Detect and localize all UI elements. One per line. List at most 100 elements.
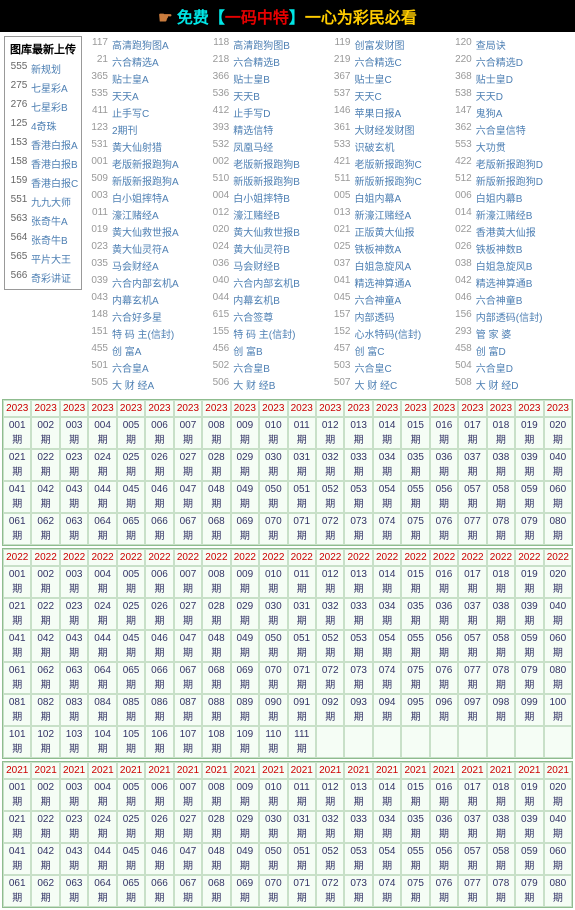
period-cell[interactable]: 101期 — [3, 726, 31, 758]
sidebar-link[interactable]: 奇彩讲证 — [31, 270, 71, 285]
period-cell[interactable]: 079期 — [515, 513, 543, 545]
link-cell[interactable]: 535天天A — [88, 87, 209, 104]
period-cell[interactable]: 034期 — [373, 598, 401, 630]
period-cell[interactable]: 010期 — [259, 417, 287, 449]
period-cell[interactable]: 073期 — [344, 875, 372, 907]
link-cell[interactable]: 117高清跑狗图A — [88, 36, 209, 53]
period-cell[interactable]: 063期 — [60, 513, 88, 545]
period-cell[interactable]: 007期 — [174, 779, 202, 811]
period-cell[interactable]: 078期 — [487, 875, 515, 907]
period-cell[interactable]: 061期 — [3, 875, 31, 907]
period-cell[interactable]: 021期 — [3, 598, 31, 630]
link-cell[interactable]: 013新濠江赌经A — [331, 206, 452, 223]
period-cell[interactable]: 031期 — [288, 449, 316, 481]
period-cell[interactable]: 043期 — [60, 843, 88, 875]
period-cell[interactable]: 004期 — [88, 779, 116, 811]
sidebar-link[interactable]: 张奇牛A — [31, 213, 68, 228]
link-cell[interactable]: 019黄大仙救世报A — [88, 223, 209, 240]
period-cell[interactable]: 035期 — [401, 811, 429, 843]
link-cell[interactable]: 011濠江赌经A — [88, 206, 209, 223]
period-cell[interactable]: 005期 — [117, 779, 145, 811]
period-cell[interactable]: 039期 — [515, 598, 543, 630]
period-cell[interactable]: 064期 — [88, 513, 116, 545]
period-cell[interactable]: 080期 — [544, 513, 572, 545]
period-cell[interactable]: 010期 — [259, 779, 287, 811]
period-cell[interactable]: 094期 — [373, 694, 401, 726]
period-cell[interactable]: 061期 — [3, 662, 31, 694]
link-cell[interactable]: 035马会财经A — [88, 257, 209, 274]
period-cell[interactable]: 077期 — [458, 662, 486, 694]
period-cell[interactable]: 084期 — [88, 694, 116, 726]
period-cell[interactable]: 082期 — [31, 694, 59, 726]
period-cell[interactable]: 025期 — [117, 598, 145, 630]
period-cell[interactable]: 003期 — [60, 779, 88, 811]
period-cell[interactable]: 039期 — [515, 811, 543, 843]
link-cell[interactable]: 147鬼狗A — [452, 104, 573, 121]
period-cell[interactable]: 026期 — [145, 449, 173, 481]
period-cell[interactable]: 014期 — [373, 566, 401, 598]
link-cell[interactable]: 512新版新报跑狗D — [452, 172, 573, 189]
link-cell[interactable]: 118高清跑狗图B — [209, 36, 330, 53]
period-cell[interactable]: 072期 — [316, 662, 344, 694]
link-cell[interactable]: 146苹果日报A — [331, 104, 452, 121]
period-cell[interactable]: 037期 — [458, 811, 486, 843]
period-cell[interactable]: 065期 — [117, 875, 145, 907]
period-cell[interactable]: 017期 — [458, 566, 486, 598]
period-cell[interactable]: 045期 — [117, 630, 145, 662]
link-cell[interactable]: 022香港黄大仙报 — [452, 223, 573, 240]
link-cell[interactable]: 042精选神算通B — [452, 274, 573, 291]
period-cell[interactable]: 009期 — [231, 566, 259, 598]
period-cell[interactable]: 068期 — [202, 513, 230, 545]
period-cell[interactable]: 067期 — [174, 875, 202, 907]
period-cell[interactable]: 072期 — [316, 513, 344, 545]
period-cell[interactable]: 019期 — [515, 417, 543, 449]
link-cell[interactable]: 025铁板神数A — [331, 240, 452, 257]
period-cell[interactable]: 064期 — [88, 662, 116, 694]
period-cell[interactable]: 074期 — [373, 662, 401, 694]
link-cell[interactable]: 509新版新报跑狗A — [88, 172, 209, 189]
period-cell[interactable]: 034期 — [373, 811, 401, 843]
period-cell[interactable]: 007期 — [174, 566, 202, 598]
period-cell[interactable]: 069期 — [231, 662, 259, 694]
sidebar-link[interactable]: 七星彩B — [31, 99, 68, 114]
period-cell[interactable]: 074期 — [373, 875, 401, 907]
period-cell[interactable]: 056期 — [430, 481, 458, 513]
period-cell[interactable]: 110期 — [259, 726, 287, 758]
period-cell[interactable]: 080期 — [544, 875, 572, 907]
link-cell[interactable]: 615六合签尊 — [209, 308, 330, 325]
period-cell[interactable]: 032期 — [316, 449, 344, 481]
period-cell[interactable]: 055期 — [401, 481, 429, 513]
period-cell[interactable]: 105期 — [117, 726, 145, 758]
period-cell[interactable]: 050期 — [259, 481, 287, 513]
period-cell[interactable]: 010期 — [259, 566, 287, 598]
period-cell[interactable]: 104期 — [88, 726, 116, 758]
period-cell[interactable]: 046期 — [145, 481, 173, 513]
link-cell[interactable]: 157内部透码 — [331, 308, 452, 325]
period-cell[interactable]: 040期 — [544, 449, 572, 481]
link-cell[interactable]: 040六合内部玄机B — [209, 274, 330, 291]
period-cell[interactable]: 003期 — [60, 566, 88, 598]
period-cell[interactable]: 071期 — [288, 875, 316, 907]
period-cell[interactable]: 074期 — [373, 513, 401, 545]
period-cell[interactable]: 013期 — [344, 417, 372, 449]
period-cell[interactable]: 109期 — [231, 726, 259, 758]
link-cell[interactable]: 148六合好多星 — [88, 308, 209, 325]
period-cell[interactable]: 060期 — [544, 481, 572, 513]
period-cell[interactable]: 027期 — [174, 598, 202, 630]
sidebar-link[interactable]: 新规划 — [31, 61, 61, 76]
link-cell[interactable]: 293管 家 婆 — [452, 325, 573, 342]
period-cell[interactable]: 027期 — [174, 811, 202, 843]
period-cell[interactable]: 014期 — [373, 417, 401, 449]
period-cell[interactable]: 079期 — [515, 875, 543, 907]
period-cell[interactable]: 069期 — [231, 875, 259, 907]
sidebar-item[interactable]: 565平片大王 — [7, 249, 79, 268]
period-cell[interactable]: 029期 — [231, 811, 259, 843]
link-cell[interactable]: 362六合皇信特 — [452, 121, 573, 138]
period-cell[interactable]: 099期 — [515, 694, 543, 726]
period-cell[interactable]: 020期 — [544, 779, 572, 811]
link-cell[interactable]: 393精选信特 — [209, 121, 330, 138]
link-cell[interactable]: 365贴士皇A — [88, 70, 209, 87]
period-cell[interactable]: 103期 — [60, 726, 88, 758]
link-cell[interactable]: 502六合皇B — [209, 359, 330, 376]
period-cell[interactable]: 054期 — [373, 843, 401, 875]
